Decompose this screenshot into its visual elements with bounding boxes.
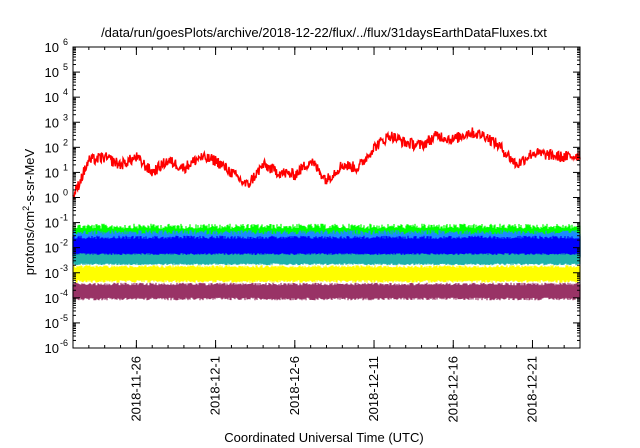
- series-band-noise-5: [72, 282, 581, 301]
- axes: 10-610-510-410-310-210-110 010 110 210 310 41…: [45, 37, 581, 423]
- y-tick-label: 10 4: [45, 87, 68, 105]
- series-line-0: [72, 127, 581, 200]
- x-tick-label: 2018-11-26: [128, 356, 143, 422]
- y-tick-label: 10 3: [45, 112, 68, 130]
- y-tick-label-base: 10: [45, 90, 59, 105]
- x-tick-label: 2018-12-16: [445, 356, 460, 423]
- y-tick-label: 10-1: [45, 213, 68, 231]
- series-band-3: [72, 253, 581, 266]
- y-tick-label-base: 10: [45, 140, 59, 155]
- y-tick-label: 10 1: [45, 162, 68, 180]
- y-tick-label-base: 10: [45, 115, 59, 130]
- chart-title: /data/run/goesPlots/archive/2018-12-22/f…: [101, 25, 547, 40]
- x-tick-label: 2018-12-11: [366, 356, 381, 422]
- y-tick-label-exp: 5: [63, 62, 68, 72]
- y-tick-label: 10-3: [45, 263, 68, 281]
- y-tick-label-exp: 0: [63, 188, 68, 198]
- y-tick-label: 10-6: [45, 338, 68, 356]
- y-axis-label: protons/cm2-s-sr-MeV: [21, 148, 37, 275]
- series-band-4: [72, 265, 581, 283]
- y-tick-label-base: 10: [45, 341, 59, 356]
- y-tick-label-exp: 2: [63, 137, 68, 147]
- plot-area: [72, 127, 581, 301]
- y-tick-label: 10-2: [45, 238, 68, 256]
- series-band-noise-4: [72, 265, 581, 283]
- y-tick-label-exp: 4: [63, 87, 68, 97]
- y-tick-label-base: 10: [45, 241, 59, 256]
- x-axis-label: Coordinated Universal Time (UTC): [224, 430, 423, 445]
- series-band-noise-3: [72, 253, 581, 266]
- y-tick-label-exp: -4: [60, 288, 68, 298]
- x-tick-label: 2018-12-21: [524, 356, 539, 423]
- y-tick-label: 10-5: [45, 313, 68, 331]
- y-tick-label-exp: 3: [63, 112, 68, 122]
- y-tick-label: 10 0: [45, 188, 68, 206]
- y-tick-label-base: 10: [45, 165, 59, 180]
- y-tick-label-exp: -1: [60, 213, 68, 223]
- plot-frame: [72, 46, 581, 349]
- y-axis-label-tail: -s-sr-MeV: [22, 148, 37, 205]
- y-tick-label-base: 10: [45, 65, 59, 80]
- x-tick-label: 2018-12-6: [287, 356, 302, 415]
- y-tick-label-exp: -5: [60, 313, 68, 323]
- y-tick-label-base: 10: [45, 216, 59, 231]
- x-tick-label: 2018-12-1: [208, 356, 223, 415]
- y-tick-label: 10 5: [45, 62, 68, 80]
- y-tick-label-exp: -2: [60, 238, 68, 248]
- y-tick-label-base: 10: [45, 316, 59, 331]
- y-tick-label-exp: 6: [63, 37, 68, 47]
- y-axis-label-group: protons/cm2-s-sr-MeV: [21, 148, 37, 275]
- y-axis-label-main: protons/cm: [22, 211, 37, 275]
- y-tick-label: 10 6: [45, 37, 68, 55]
- y-axis-label-sup: 2: [21, 206, 31, 211]
- y-tick-label-base: 10: [45, 191, 59, 206]
- y-tick-label: 10 2: [45, 137, 68, 155]
- y-tick-label: 10-4: [45, 288, 68, 306]
- series-band-2: [72, 235, 581, 258]
- y-tick-label-exp: -3: [60, 263, 68, 273]
- y-tick-label-base: 10: [45, 266, 59, 281]
- y-tick-label-exp: 1: [63, 162, 68, 172]
- y-tick-label-base: 10: [45, 291, 59, 306]
- series-band-5: [72, 282, 581, 301]
- y-tick-label-exp: -6: [60, 338, 68, 348]
- y-tick-label-base: 10: [45, 40, 59, 55]
